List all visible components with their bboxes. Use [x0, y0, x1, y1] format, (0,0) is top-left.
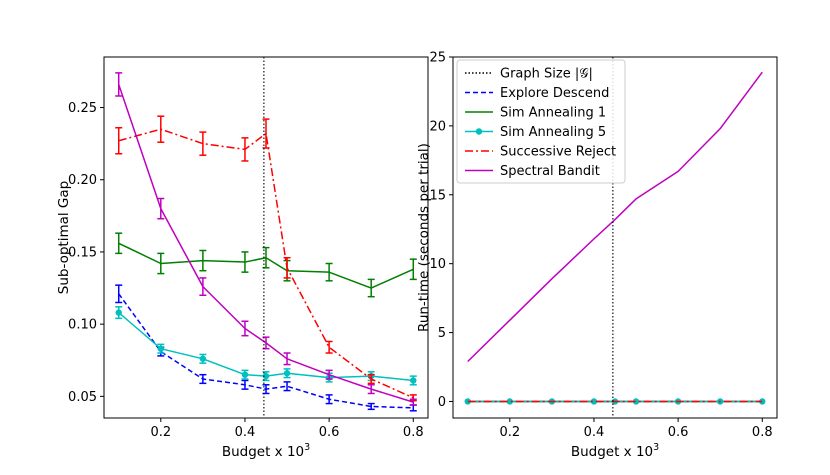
y-tick-label: 0.10 — [68, 318, 97, 333]
legend-marker — [475, 128, 483, 135]
legend-entry-successive-reject: Successive Reject — [465, 145, 616, 160]
x-axis-label-exponent: 3 — [653, 442, 659, 453]
data-point — [506, 398, 514, 405]
error-bar — [241, 379, 249, 390]
data-point — [157, 345, 165, 352]
x-axis-label: Budget x 103 — [571, 442, 659, 460]
x-tick-label: 0.8 — [403, 425, 424, 440]
legend-entry-sim-annealing-5: Sim Annealing 5 — [465, 125, 606, 140]
error-bar — [262, 336, 270, 350]
y-tick-label: 20 — [429, 119, 446, 134]
error-bar — [325, 369, 333, 380]
error-bar — [283, 352, 291, 366]
x-axis-label-exponent: 3 — [304, 442, 310, 453]
error-bar — [409, 404, 417, 412]
right-chart-run-time: 0.2 0.4 0.6 0.8 0 5 10 15 20 25 Budget x 103 Run-ti… — [416, 51, 778, 460]
x-tick-label: 0.6 — [668, 425, 689, 440]
error-bar — [115, 72, 123, 97]
error-bar — [115, 284, 123, 304]
axes-frame — [452, 56, 778, 419]
error-bar — [199, 277, 207, 297]
y-axis-label: Sub-optimal Gap — [56, 181, 72, 294]
legend-label: Explore Descend — [500, 86, 609, 101]
error-bar — [325, 262, 333, 282]
series-sim-annealing-1 — [115, 232, 417, 298]
y-axis-label: Run-time (seconds per trial) — [416, 143, 432, 332]
x-tick-label: 0.2 — [499, 425, 520, 440]
y-tick-label: 10 — [429, 257, 446, 272]
y-tick-label: 0.20 — [68, 173, 97, 188]
series-line-spectral-bandit — [467, 71, 763, 363]
error-bar — [115, 127, 123, 155]
legend-frame — [456, 59, 626, 184]
data-point — [262, 372, 270, 380]
error-bar — [409, 258, 417, 281]
series-spectral-bandit — [115, 72, 417, 406]
error-bar — [283, 256, 291, 279]
error-bar — [367, 278, 375, 298]
y-tick-label: 0.05 — [68, 390, 97, 405]
data-point — [759, 398, 766, 405]
x-tick-label: 0.4 — [235, 425, 256, 440]
error-bar — [241, 137, 249, 162]
error-bar — [241, 251, 249, 273]
error-bar — [157, 252, 165, 275]
data-point — [115, 309, 122, 316]
data-point — [283, 370, 291, 377]
legend-label: Sim Annealing 5 — [500, 125, 606, 140]
data-point — [590, 398, 598, 405]
data-point — [464, 398, 471, 405]
x-tick-label: 0.6 — [319, 425, 340, 440]
legend-label: Graph Size |𝒢| — [500, 67, 593, 82]
error-bar — [115, 232, 123, 255]
data-point — [632, 398, 640, 405]
legend: Graph Size |𝒢| Explore Descend Sim Anneali… — [456, 59, 626, 184]
error-bar — [367, 402, 375, 411]
y-tick-label: 15 — [429, 188, 446, 203]
error-bar — [157, 115, 165, 143]
error-bar — [262, 118, 270, 149]
error-bar — [367, 384, 375, 395]
legend-label: Successive Reject — [500, 145, 616, 160]
error-bar — [199, 373, 207, 385]
error-bar — [283, 381, 291, 392]
legend-entry-graph-size: Graph Size |𝒢| — [465, 67, 593, 82]
error-bar — [241, 320, 249, 337]
y-tick-label: 25 — [429, 51, 446, 66]
y-tick-label: 0.15 — [68, 245, 97, 260]
data-point — [410, 377, 417, 384]
data-point — [241, 371, 249, 378]
legend-entry-explore-descend: Explore Descend — [465, 86, 609, 101]
legend-entry-sim-annealing-1: Sim Annealing 1 — [465, 106, 606, 121]
x-tick-label: 0.2 — [150, 425, 171, 440]
error-bar — [367, 373, 375, 385]
y-tick-label: 0 — [438, 395, 446, 410]
legend-label: Spectral Bandit — [500, 164, 600, 179]
error-bar — [199, 131, 207, 156]
error-bar — [199, 249, 207, 272]
x-tick-label: 0.4 — [584, 425, 605, 440]
y-tick-label: 0.25 — [68, 101, 97, 116]
left-chart-sub-optimal-gap: 0.2 0.4 0.6 0.8 0.05 0.10 0.15 0.20 0.25 Budget x… — [56, 56, 429, 460]
data-point — [199, 355, 207, 362]
error-bar — [157, 197, 165, 220]
y-tick-label: 5 — [438, 326, 446, 341]
x-axis-label: Budget x 103 — [222, 442, 310, 460]
error-bar — [325, 340, 333, 354]
error-bar — [325, 394, 333, 405]
legend-entry-spectral-bandit: Spectral Bandit — [465, 164, 600, 179]
axes-frame — [103, 56, 429, 419]
series-spectral-bandit — [467, 71, 763, 363]
x-tick-label: 0.8 — [752, 425, 773, 440]
error-bar — [409, 398, 417, 406]
legend-label: Sim Annealing 1 — [500, 106, 606, 121]
